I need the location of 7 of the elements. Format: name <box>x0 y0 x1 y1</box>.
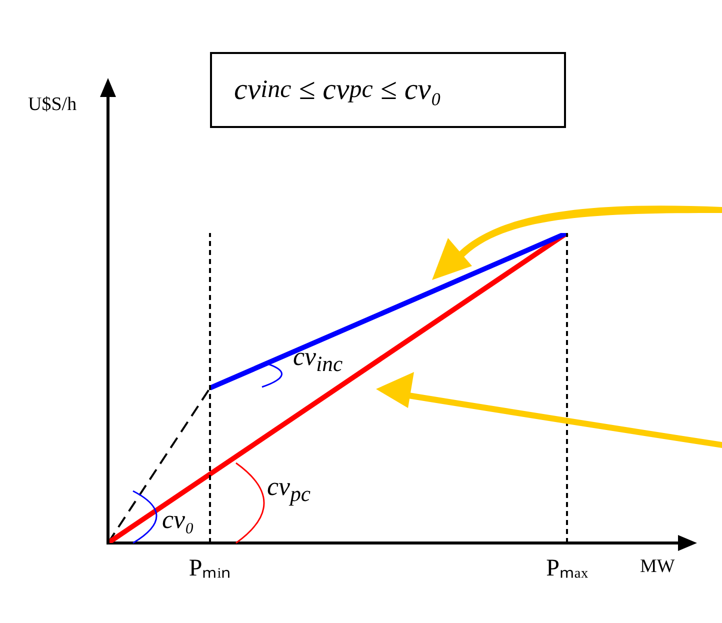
annotation: cv₀ <box>162 505 194 535</box>
x-tick-label: Pₘᵢₙ <box>188 556 232 582</box>
annotation: cv$_{pc}$ <box>267 472 311 508</box>
annotation: cv$_{inc}$ <box>293 342 343 378</box>
x-axis-title: MW <box>640 556 675 578</box>
x-tick-label: Pₘₐₓ <box>546 556 588 582</box>
text: U$S/h <box>28 94 77 116</box>
